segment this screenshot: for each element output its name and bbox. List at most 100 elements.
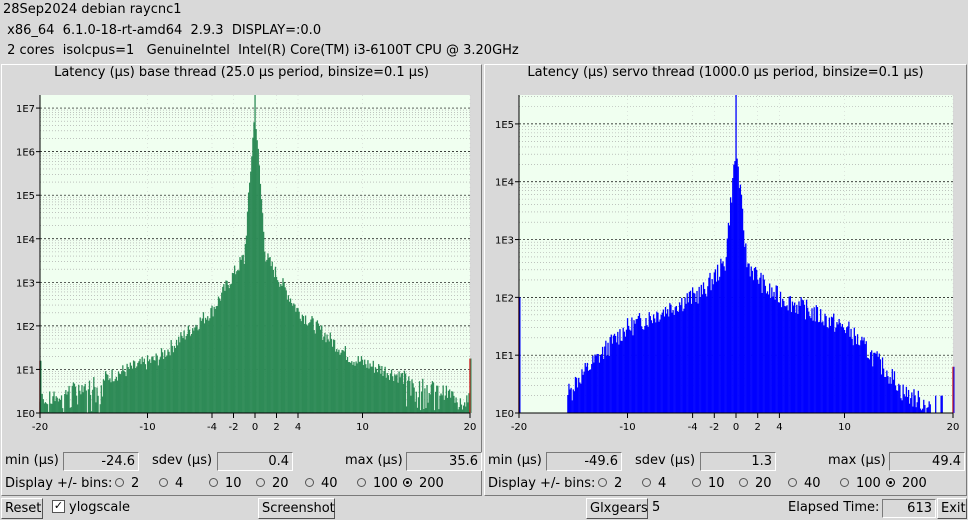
histogram-bar [617, 331, 619, 413]
histogram-bar [89, 394, 92, 413]
base-bins-radio-10[interactable]: 10 [209, 476, 242, 492]
exit-button[interactable]: Exit [937, 498, 967, 519]
histogram-bar [302, 316, 305, 413]
histogram-bar [466, 395, 468, 413]
histogram-bar [759, 277, 761, 413]
histogram-bar [782, 298, 784, 413]
histogram-bar [774, 299, 776, 413]
histogram-bar [374, 367, 377, 413]
histogram-bar [237, 269, 239, 413]
servo-bins-radio-10[interactable]: 10 [692, 476, 725, 492]
histogram-bar [770, 297, 772, 413]
base-bins-radio-40[interactable]: 40 [305, 476, 338, 492]
histogram-bar [776, 285, 778, 413]
servo-bins-radio-2[interactable]: 2 [598, 476, 622, 492]
histogram-bar [388, 379, 391, 413]
histogram-bar [796, 304, 798, 413]
histogram-bar [875, 353, 877, 413]
histogram-bar [389, 373, 392, 413]
glxgears-button[interactable]: Glxgears [586, 498, 648, 519]
histogram-bar [878, 353, 880, 413]
histogram-bar [872, 366, 874, 413]
screenshot-button[interactable]: Screenshot [258, 498, 335, 519]
servo-bins-radio-20[interactable]: 20 [739, 476, 772, 492]
servo-bins-radio-40[interactable]: 40 [788, 476, 821, 492]
histogram-bar [722, 261, 724, 413]
histogram-bar [772, 296, 774, 413]
histogram-bar [716, 264, 719, 413]
histogram-bar [110, 382, 112, 413]
base-bins-radio-100[interactable]: 100 [357, 476, 398, 492]
histogram-bar [101, 396, 104, 413]
histogram-bar [172, 352, 174, 413]
histogram-bar [135, 368, 137, 413]
servo-bins-radio-200[interactable]: 200 [886, 476, 927, 492]
base-bins-option-label: 2 [131, 476, 140, 491]
base-bins-radio-200[interactable]: 200 [403, 476, 444, 492]
histogram-bar [683, 308, 685, 413]
histogram-bar [211, 305, 213, 413]
ylogscale-checkbox[interactable]: ✓ ylogscale [52, 500, 130, 515]
histogram-bar [233, 265, 236, 413]
histogram-bar [752, 280, 755, 413]
histogram-bar [296, 307, 298, 413]
histogram-bar [232, 273, 235, 413]
histogram-bar [787, 310, 789, 413]
histogram-bar [127, 367, 129, 413]
base-bins-radio-4[interactable]: 4 [159, 476, 183, 492]
base-bins-radio-2[interactable]: 2 [115, 476, 139, 492]
histogram-bar [657, 312, 659, 413]
servo-bins-radio-4[interactable]: 4 [642, 476, 666, 492]
x-tick-label: 20 [464, 422, 477, 433]
histogram-bar [834, 331, 836, 413]
histogram-bar [221, 292, 223, 413]
histogram-bar [903, 394, 905, 413]
histogram-bar [185, 336, 187, 413]
histogram-bar [115, 376, 118, 413]
histogram-bar [114, 379, 116, 413]
histogram-bar [644, 325, 646, 413]
histogram-bar [287, 295, 290, 413]
histogram-bar [151, 357, 153, 413]
histogram-bar [198, 328, 200, 413]
histogram-bar [142, 361, 144, 413]
histogram-bar [297, 308, 299, 413]
servo-bins-radio-100[interactable]: 100 [840, 476, 881, 492]
radio-dot-icon [115, 478, 124, 487]
histogram-bar [576, 387, 579, 413]
histogram-bar [784, 305, 786, 413]
histogram-bar [923, 399, 925, 413]
histogram-bar [428, 392, 430, 413]
histogram-bar [407, 380, 409, 413]
histogram-bar [261, 213, 264, 413]
checkbox-check-icon: ✓ [52, 499, 65, 513]
reset-button[interactable]: Reset [1, 498, 43, 519]
histogram-bar [341, 349, 343, 413]
histogram-bar [765, 293, 768, 413]
histogram-bar [791, 301, 794, 413]
histogram-bar [455, 397, 457, 413]
histogram-bar [274, 266, 277, 413]
histogram-bar [709, 272, 711, 413]
radio-dot-icon [840, 478, 849, 487]
y-tick-label: 1E2 [495, 293, 514, 304]
histogram-bar [802, 300, 804, 413]
histogram-bar [648, 312, 650, 413]
histogram-bar [654, 318, 656, 413]
base-bins-radio-20[interactable]: 20 [256, 476, 289, 492]
histogram-bar [598, 362, 600, 413]
histogram-bar [427, 402, 429, 413]
x-tick-label: 0 [252, 422, 258, 433]
histogram-bar [912, 406, 914, 413]
histogram-bar [335, 351, 337, 413]
histogram-bar [324, 332, 326, 413]
histogram-bar [637, 315, 640, 413]
histogram-bar [144, 364, 147, 413]
histogram-bar [304, 315, 307, 413]
x-tick-label: 4 [776, 422, 782, 433]
base-chart-title: Latency (μs) base thread (25.0 μs period… [54, 65, 429, 80]
histogram-bar [143, 358, 145, 413]
histogram-bar [465, 406, 467, 413]
histogram-bar [600, 354, 603, 413]
histogram-bar [658, 321, 660, 413]
